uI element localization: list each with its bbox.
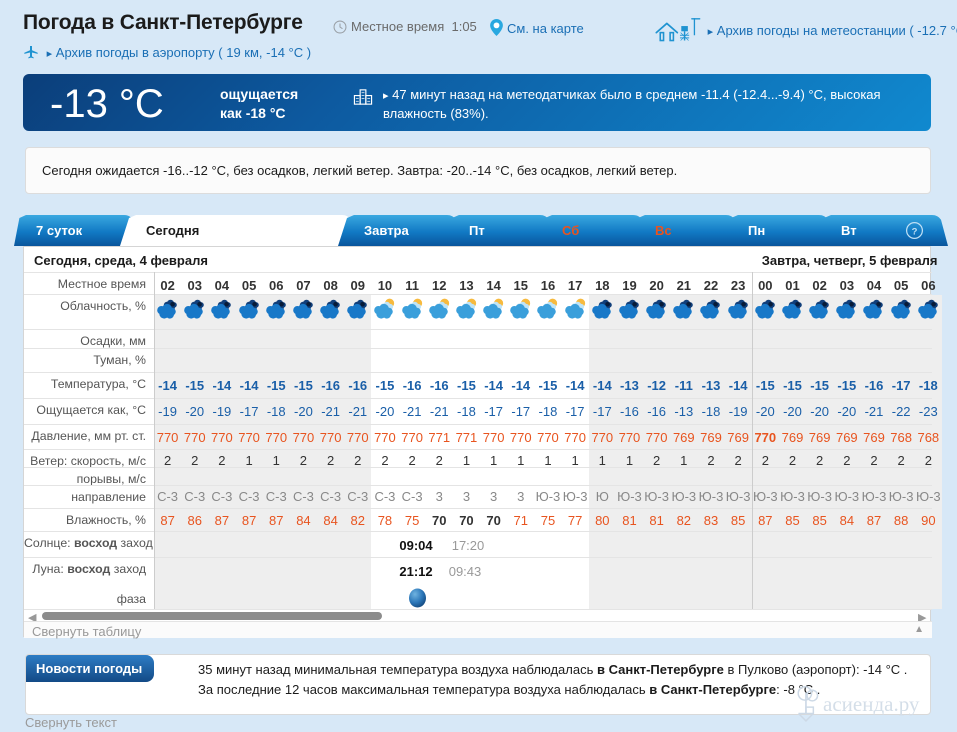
svg-text:?: ? <box>912 226 918 237</box>
